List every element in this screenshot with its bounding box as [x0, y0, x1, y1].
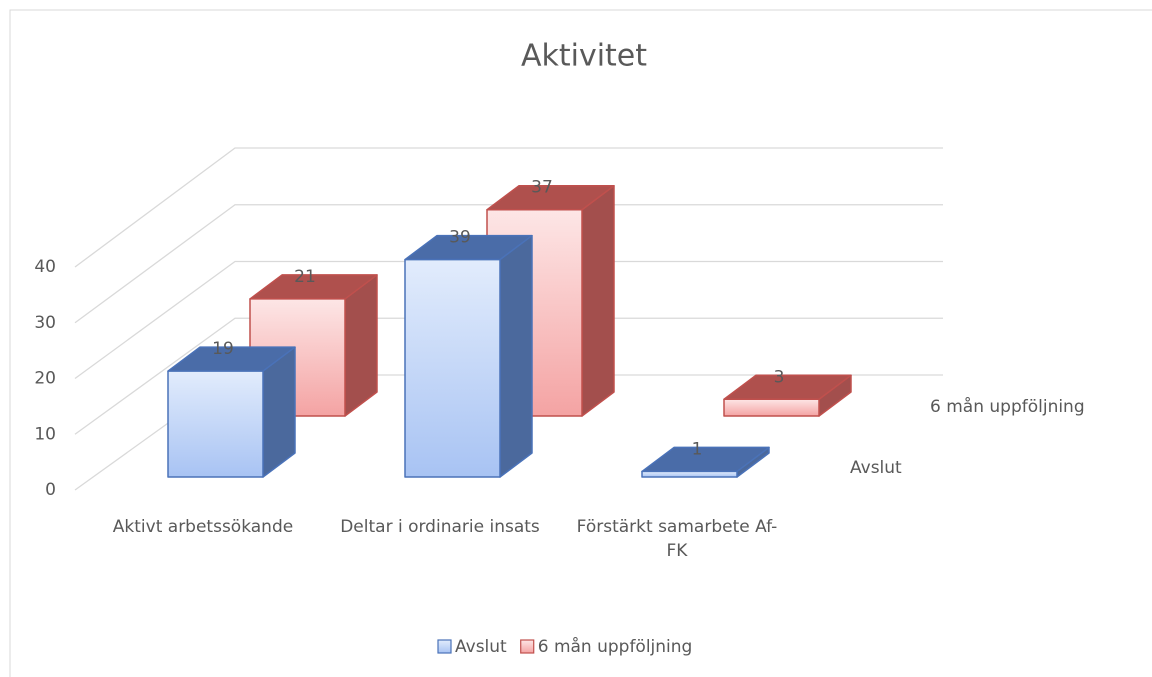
bar — [167, 370, 264, 478]
chart-border — [9, 9, 1152, 677]
chart-title: Aktivitet — [521, 39, 647, 74]
y-tick-label: 40 — [34, 257, 56, 277]
bar — [641, 470, 738, 478]
y-tick-label: 30 — [34, 313, 56, 333]
bar — [404, 258, 501, 478]
bar-side — [499, 234, 533, 478]
series-axis-label: Avslut — [850, 458, 902, 478]
legend-swatch — [437, 639, 452, 654]
y-tick-label: 0 — [45, 480, 56, 500]
data-label: 3 — [774, 367, 785, 387]
y-tick-label: 20 — [34, 369, 56, 389]
bar — [723, 398, 820, 417]
grid-line — [74, 317, 943, 435]
x-tick-label: Deltar i ordinarie insats — [340, 517, 540, 537]
bar-side — [581, 184, 615, 417]
legend-label: Avslut — [455, 637, 507, 657]
data-label: 21 — [294, 267, 316, 287]
grid-line — [74, 204, 943, 324]
x-tick-label: Aktivt arbetssökande — [112, 517, 294, 537]
data-label: 37 — [531, 178, 553, 198]
data-label: 39 — [449, 228, 471, 248]
data-label: 19 — [212, 339, 234, 359]
x-tick-label: Förstärkt samarbete Af-FK — [576, 517, 778, 561]
legend-label: 6 mån uppföljning — [538, 636, 693, 657]
series-axis-label: 6 mån uppföljning — [930, 396, 1085, 417]
grid-line — [74, 147, 943, 268]
data-label: 1 — [692, 439, 703, 459]
y-tick-label: 10 — [34, 424, 56, 444]
legend-swatch — [520, 639, 535, 654]
grid-line — [74, 260, 943, 380]
